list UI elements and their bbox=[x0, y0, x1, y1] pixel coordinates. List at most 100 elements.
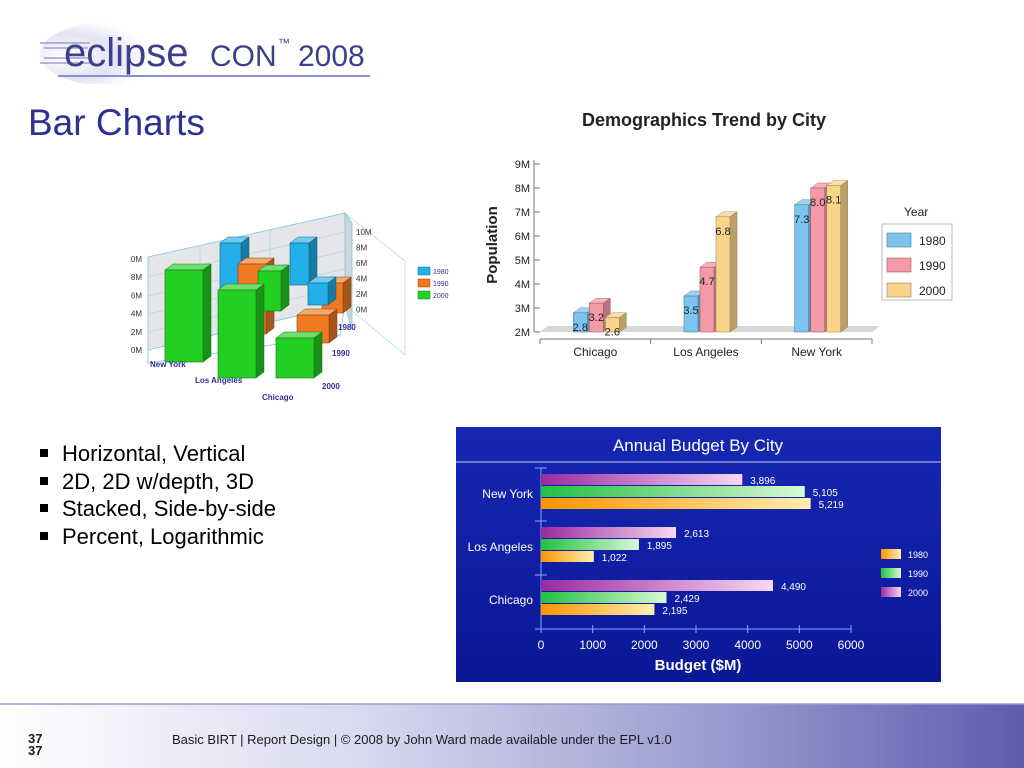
bullet-marker bbox=[40, 531, 48, 540]
x-tick-label: Chicago bbox=[573, 345, 617, 359]
bullet-marker bbox=[40, 476, 48, 485]
chart-demographics: Demographics Trend by City Population 9M… bbox=[472, 97, 960, 365]
legend-swatch bbox=[881, 549, 901, 559]
bar bbox=[826, 185, 841, 333]
svg-text:eclipse: eclipse bbox=[64, 31, 189, 75]
category-label: Chicago bbox=[262, 393, 294, 402]
data-label: 4,490 bbox=[781, 582, 806, 593]
legend-label: 1990 bbox=[433, 281, 449, 288]
bar-side bbox=[255, 283, 265, 379]
y-tick-label: 2M bbox=[356, 290, 367, 299]
series-axis-label: 2000 bbox=[322, 382, 340, 391]
bar-front bbox=[307, 282, 329, 306]
x-tick-label: 5000 bbox=[786, 638, 813, 652]
y-tick-label: Chicago bbox=[489, 593, 533, 607]
legend-label: 2000 bbox=[908, 588, 928, 598]
data-label: 3.2 bbox=[589, 312, 604, 324]
legend-swatch bbox=[886, 232, 912, 248]
y-tick-label: 0M bbox=[356, 306, 367, 315]
y-tick-label: 8M bbox=[131, 273, 142, 282]
page-number: 37 37 bbox=[28, 731, 43, 758]
legend-swatch bbox=[417, 266, 431, 276]
chart-title: Annual Budget By City bbox=[613, 436, 784, 455]
legend-label: 2000 bbox=[919, 284, 946, 298]
x-tick-label: 6000 bbox=[838, 638, 865, 652]
bar bbox=[541, 486, 805, 497]
bar bbox=[683, 295, 699, 333]
data-label: 3.5 bbox=[683, 305, 698, 317]
svg-text:™: ™ bbox=[278, 36, 290, 50]
eclipsecon-logo: eclipse CON ™ 2008 bbox=[40, 22, 370, 84]
data-label: 8.0 bbox=[810, 197, 825, 209]
x-tick-label: New York bbox=[791, 345, 843, 359]
legend-label: 1980 bbox=[433, 269, 449, 276]
bullet-item: Horizontal, Vertical bbox=[40, 440, 276, 468]
y-tick-label: 0M bbox=[131, 346, 142, 355]
legend-label: 1980 bbox=[908, 550, 928, 560]
legend-label: 1990 bbox=[919, 259, 946, 273]
y-tick-label: 9M bbox=[515, 159, 530, 171]
y-tick-label: 4M bbox=[131, 310, 142, 319]
bar-side bbox=[840, 180, 848, 333]
bar-side bbox=[313, 331, 323, 379]
bar bbox=[541, 580, 773, 591]
category-label: New York bbox=[150, 360, 186, 369]
y-tick-label: 3M bbox=[515, 303, 530, 315]
y-tick-label: 2M bbox=[515, 327, 530, 339]
bar bbox=[541, 551, 594, 562]
bar bbox=[541, 592, 667, 603]
bar-front bbox=[275, 337, 315, 379]
y-tick-label: 5M bbox=[515, 255, 530, 267]
x-axis-title: Budget ($M) bbox=[655, 657, 742, 674]
bar bbox=[541, 527, 677, 538]
bullet-marker bbox=[40, 449, 48, 458]
chart-background bbox=[456, 427, 941, 682]
data-label: 2,613 bbox=[684, 529, 709, 540]
legend-label: 1980 bbox=[919, 234, 946, 248]
svg-text:CON: CON bbox=[210, 40, 277, 73]
x-tick-label: 2000 bbox=[631, 638, 658, 652]
bar-side bbox=[202, 263, 212, 363]
data-label: 8.1 bbox=[826, 195, 841, 207]
bar bbox=[541, 539, 639, 550]
data-label: 2,429 bbox=[674, 594, 699, 605]
bar-side bbox=[328, 308, 338, 344]
data-label: 2,195 bbox=[662, 606, 687, 617]
chart-budget: Annual Budget By City Budget ($M) 0 1000 2… bbox=[456, 427, 941, 682]
bar bbox=[573, 312, 588, 333]
bar bbox=[541, 498, 811, 509]
legend: Year 1980 1990 2000 bbox=[881, 205, 953, 301]
category-label: Los Angeles bbox=[195, 376, 243, 385]
legend-title: Year bbox=[904, 205, 928, 219]
bar bbox=[699, 266, 715, 333]
bar bbox=[541, 604, 655, 615]
data-label: 6.8 bbox=[715, 226, 730, 238]
x-tick-label: Los Angeles bbox=[673, 345, 738, 359]
bar bbox=[589, 302, 604, 333]
bar bbox=[810, 187, 825, 333]
y-tick-label: 6M bbox=[131, 291, 142, 300]
legend-swatch bbox=[881, 587, 901, 597]
x-tick-label: 0 bbox=[538, 638, 545, 652]
series-axis-label: 1990 bbox=[332, 349, 350, 358]
footer-text: Basic BIRT | Report Design | © 2008 by J… bbox=[172, 732, 672, 747]
slide-title: Bar Charts bbox=[28, 102, 205, 143]
x-tick-label: 3000 bbox=[683, 638, 710, 652]
y-tick-label: 10M bbox=[130, 255, 142, 264]
legend-label: 1990 bbox=[908, 569, 928, 579]
y-tick-label: 10M bbox=[356, 228, 372, 237]
chart-right-wall bbox=[344, 211, 353, 331]
y-axis-title: Population bbox=[484, 206, 501, 284]
bar bbox=[715, 216, 731, 333]
bullet-list: Horizontal, Vertical 2D, 2D w/depth, 3D … bbox=[40, 440, 276, 550]
data-label: 5,219 bbox=[819, 500, 844, 511]
y-tick-label: 6M bbox=[356, 259, 367, 268]
svg-text:2008: 2008 bbox=[298, 40, 365, 73]
y-tick-label: 8M bbox=[515, 183, 530, 195]
y-tick-label: 4M bbox=[515, 279, 530, 291]
bullet-item: Percent, Logarithmic bbox=[40, 523, 276, 551]
data-label: 2.8 bbox=[573, 322, 588, 334]
bar-side bbox=[729, 211, 738, 333]
bar bbox=[541, 474, 743, 485]
bar-front bbox=[289, 242, 310, 286]
